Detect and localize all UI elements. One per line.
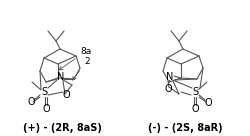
Text: N: N: [166, 72, 174, 82]
Text: O: O: [204, 98, 212, 108]
Text: O: O: [191, 104, 199, 114]
Text: O: O: [164, 84, 172, 94]
Text: 2: 2: [72, 57, 90, 80]
Text: (+) - (2R, 8aS): (+) - (2R, 8aS): [22, 123, 102, 133]
Text: S: S: [41, 87, 47, 97]
Text: O: O: [27, 97, 35, 107]
Text: O: O: [62, 90, 70, 100]
Text: O: O: [42, 104, 50, 114]
Text: 8a: 8a: [59, 47, 91, 70]
Text: (-) - (2S, 8aR): (-) - (2S, 8aR): [148, 123, 222, 133]
Text: S: S: [192, 87, 198, 97]
Text: N: N: [57, 72, 65, 82]
